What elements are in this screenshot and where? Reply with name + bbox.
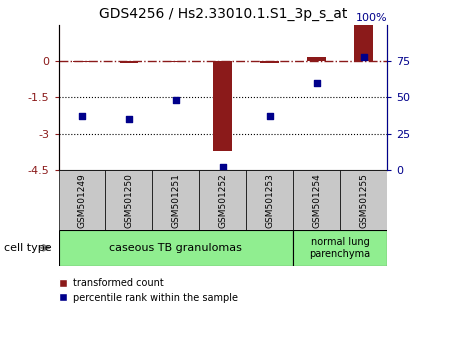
Title: GDS4256 / Hs2.33010.1.S1_3p_s_at: GDS4256 / Hs2.33010.1.S1_3p_s_at	[99, 7, 347, 21]
Text: GSM501250: GSM501250	[124, 173, 133, 228]
Text: GSM501252: GSM501252	[218, 173, 227, 228]
Bar	[354, 25, 373, 61]
Bar	[213, 61, 232, 150]
Bar	[120, 61, 138, 63]
Bar	[58, 170, 105, 230]
Bar	[340, 170, 387, 230]
Text: GSM501249: GSM501249	[77, 173, 86, 228]
Point	[78, 113, 86, 119]
Bar	[72, 61, 91, 62]
Text: normal lung
parenchyma: normal lung parenchyma	[310, 237, 371, 259]
Point	[313, 80, 320, 86]
Bar	[307, 57, 326, 61]
Text: cell type: cell type	[4, 243, 52, 253]
Text: GSM501254: GSM501254	[312, 173, 321, 228]
Point	[360, 54, 367, 59]
Point	[172, 97, 180, 103]
Bar	[260, 61, 279, 63]
Text: GSM501251: GSM501251	[171, 173, 180, 228]
Point	[219, 164, 226, 170]
Point	[125, 116, 132, 122]
Text: GSM501255: GSM501255	[359, 173, 368, 228]
Text: caseous TB granulomas: caseous TB granulomas	[109, 243, 242, 253]
Bar	[166, 61, 185, 62]
Bar	[199, 170, 246, 230]
Bar	[246, 170, 293, 230]
Bar	[58, 230, 293, 266]
Text: GSM501253: GSM501253	[265, 173, 274, 228]
Bar	[293, 170, 340, 230]
Bar	[105, 170, 153, 230]
Legend: transformed count, percentile rank within the sample: transformed count, percentile rank withi…	[54, 274, 242, 307]
Bar	[153, 170, 199, 230]
Text: 100%: 100%	[356, 13, 387, 23]
Bar	[293, 230, 387, 266]
Point	[266, 113, 273, 119]
